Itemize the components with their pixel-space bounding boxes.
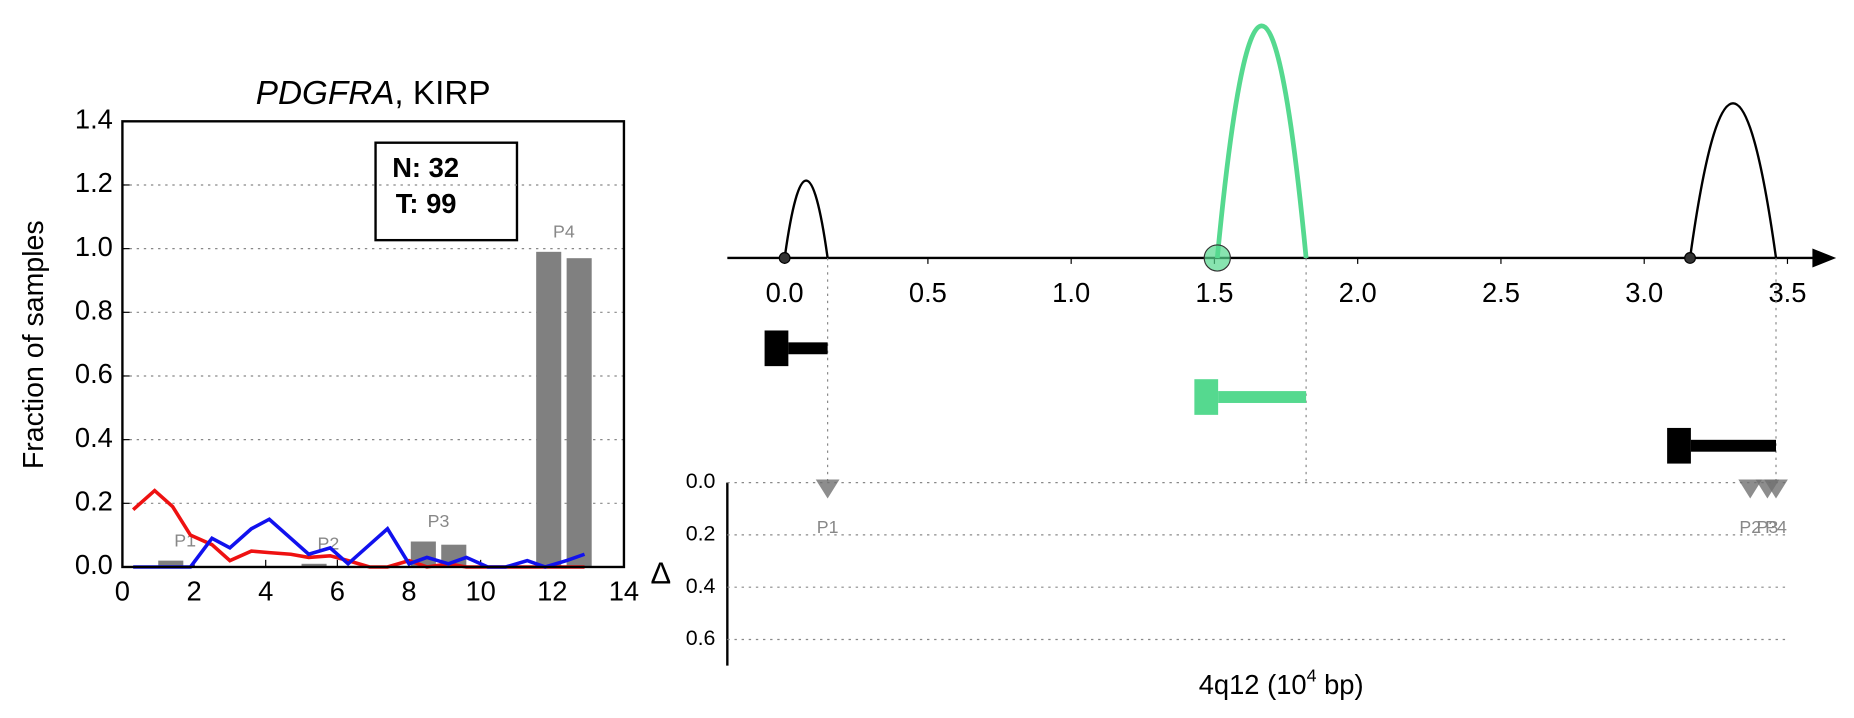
bar [566, 258, 592, 567]
x-tick-label: 0.5 [909, 277, 947, 308]
tumor-count: T: 99 [396, 188, 457, 219]
line-series [133, 517, 586, 569]
y-tick-label: 0.4 [686, 574, 716, 598]
x-tick-label: 0.0 [766, 277, 804, 308]
x-tick-label: 12 [537, 575, 567, 606]
x-label-main: 4q12 (10 [1199, 669, 1307, 700]
title-gene: PDGFRA [256, 75, 395, 112]
y-tick-label: 0.6 [75, 358, 113, 389]
y-tick-label: 0.8 [75, 295, 113, 326]
x-tick-label: 10 [465, 575, 495, 606]
gene-tss [1194, 379, 1219, 415]
normal-count: N: 32 [392, 152, 459, 183]
x-label-unit: bp) [1317, 669, 1364, 700]
x-tick-label: 2.0 [1339, 277, 1377, 308]
y-tick-label: 0.0 [75, 549, 113, 580]
x-tick-label: 1.0 [1052, 277, 1090, 308]
peak-marker-label: P2 [1739, 517, 1761, 537]
y-tick-label: 0.6 [686, 626, 716, 650]
loop-anchor [778, 252, 791, 264]
x-tick-label: 3.0 [1625, 277, 1663, 308]
gene-tss [1667, 427, 1691, 464]
x-tick-label: 1.5 [1195, 277, 1233, 308]
loop-anchor [1203, 244, 1231, 272]
bar [301, 563, 327, 567]
y-tick-label: 0.0 [686, 469, 716, 493]
peak-label: P4 [553, 222, 575, 242]
peak-label: P3 [428, 511, 450, 531]
bar [536, 251, 562, 567]
y-tick-label: 0.4 [75, 422, 113, 453]
x-label-exponent: 4 [1307, 665, 1317, 685]
y-tick-label: 0.2 [75, 486, 113, 517]
loop-arc [1214, 23, 1309, 259]
x-axis-label: 4q12 (104 bp) [1199, 665, 1364, 700]
x-tick-label: 0 [115, 575, 130, 606]
x-tick-label: 2.5 [1482, 277, 1520, 308]
x-tick-label: 14 [609, 575, 639, 606]
y-tick-label: 1.2 [75, 167, 113, 198]
chart-title: PDGFRA, KIRP [256, 75, 491, 112]
x-tick-label: 2 [186, 575, 201, 606]
peak-marker [1764, 479, 1788, 499]
peak-marker-label: P1 [817, 517, 839, 537]
gene-tss [764, 330, 789, 367]
loop-anchor [1684, 252, 1696, 264]
plot-frame [121, 120, 626, 569]
loop-arc [1688, 102, 1778, 259]
count-box [374, 141, 519, 242]
x-tick-label: 6 [330, 575, 345, 606]
y-tick-label: 1.0 [75, 231, 113, 262]
gene-body [788, 342, 828, 355]
title-cohort: , KIRP [394, 75, 490, 112]
gene-body [1218, 391, 1307, 403]
y-tick-label: 0.2 [686, 522, 716, 546]
x-tick-label: 4 [258, 575, 273, 606]
peak-marker-label: P3 [1757, 517, 1779, 537]
bar [158, 560, 184, 567]
peak-marker-label: P4 [1765, 517, 1787, 537]
x-tick-label: 3.5 [1768, 277, 1806, 308]
peak-label: P1 [174, 530, 196, 550]
gene-body [1690, 439, 1777, 452]
axis-arrow [1812, 248, 1837, 268]
peak-marker [815, 479, 840, 499]
x-tick-label: 8 [401, 575, 416, 606]
delta-axis-label: Δ [650, 555, 671, 590]
y-axis-label: Fraction of samples [18, 220, 50, 469]
y-tick-label: 1.4 [75, 104, 113, 135]
peak-marker [1738, 479, 1763, 499]
loop-arc [783, 179, 829, 259]
